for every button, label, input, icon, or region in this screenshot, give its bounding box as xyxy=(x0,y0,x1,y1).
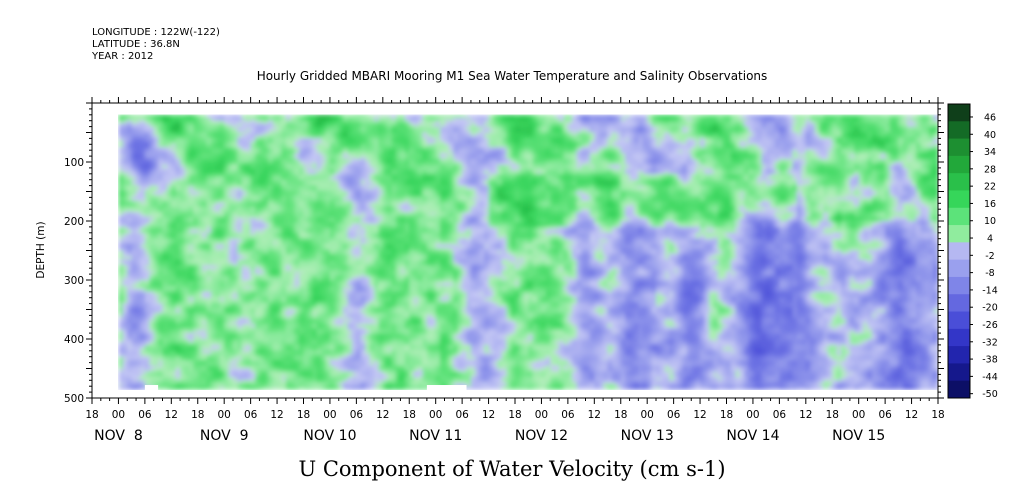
x-hour-label: 12 xyxy=(482,409,495,421)
colorbar-swatch xyxy=(948,121,970,140)
x-hour-label: 12 xyxy=(799,409,812,421)
x-hour-label: 06 xyxy=(561,409,575,421)
x-hour-label: 00 xyxy=(641,409,654,421)
y-tick-label: 200 xyxy=(64,216,84,228)
x-date-label: NOV 13 xyxy=(621,428,674,444)
colorbar-frame xyxy=(947,103,971,399)
colorbar-label: -14 xyxy=(982,285,998,296)
x-hour-label: 06 xyxy=(455,409,469,421)
x-hour-label: 12 xyxy=(905,409,918,421)
x-hour-label: 12 xyxy=(165,409,178,421)
x-hour-label: 06 xyxy=(667,409,681,421)
x-date-labels: NOV 8 NOV 9 NOV 10 NOV 11 NOV 12 NOV 13 NOV 14… xyxy=(94,428,885,444)
colorbar-swatch xyxy=(948,242,970,261)
colorbar-label: 46 xyxy=(984,112,996,123)
x-axis-label: U Component of Water Velocity (cm s-1) xyxy=(298,457,725,481)
colorbar-swatch xyxy=(948,346,970,364)
x-hour-label: 06 xyxy=(878,409,892,421)
y-tick-label: 400 xyxy=(64,334,84,346)
colorbar-label: 16 xyxy=(984,199,996,210)
x-hour-label: 12 xyxy=(588,409,601,421)
colorbar-swatch xyxy=(948,104,970,122)
chart-title: Hourly Gridded MBARI Mooring M1 Sea Wate… xyxy=(257,69,768,83)
colorbar-swatch xyxy=(948,276,970,295)
x-hour-label: 18 xyxy=(614,409,627,421)
colorbar-swatch xyxy=(948,259,970,278)
x-hour-label: 12 xyxy=(376,409,389,421)
colorbar-swatch xyxy=(948,138,970,157)
y-tick-labels: 100 200 300 400 500 xyxy=(64,157,84,405)
x-hour-label: 06 xyxy=(773,409,787,421)
x-date-label: NOV 9 xyxy=(200,428,249,444)
x-hour-label: 00 xyxy=(323,409,336,421)
colorbar-swatch xyxy=(948,294,970,313)
x-hour-label: 06 xyxy=(244,409,258,421)
bottom-axis-ticks xyxy=(91,398,939,404)
colorbar-swatch xyxy=(948,173,970,191)
x-date-label: NOV 10 xyxy=(303,428,356,444)
x-hour-label: 18 xyxy=(297,409,310,421)
colorbar-label: -44 xyxy=(982,372,998,383)
x-hour-label: 00 xyxy=(429,409,442,421)
x-date-label: NOV 8 xyxy=(94,428,143,444)
colorbar-swatch xyxy=(948,155,970,174)
x-hour-label: 00 xyxy=(218,409,231,421)
x-hour-label: 00 xyxy=(535,409,548,421)
year-text: YEAR : 2012 xyxy=(91,51,153,62)
left-axis-ticks xyxy=(86,102,92,399)
x-date-label: NOV 12 xyxy=(515,428,568,444)
x-hour-label: 18 xyxy=(826,409,839,421)
right-axis-ticks xyxy=(938,102,944,399)
x-hour-label: 00 xyxy=(852,409,865,421)
colorbar-swatch xyxy=(948,225,970,243)
missing-data-gap xyxy=(144,385,159,393)
x-hour-label: 12 xyxy=(270,409,283,421)
y-axis-label: DEPTH (m) xyxy=(35,221,47,278)
colorbar-label: 4 xyxy=(987,234,993,245)
x-hour-label: 06 xyxy=(138,409,152,421)
colorbar-label: 10 xyxy=(984,216,996,227)
x-hour-label: 00 xyxy=(746,409,759,421)
colorbar-swatch xyxy=(948,190,970,209)
x-hour-label: 06 xyxy=(350,409,364,421)
colorbar-swatch xyxy=(948,363,970,382)
colorbar-label: 22 xyxy=(984,182,996,193)
top-axis-ticks xyxy=(91,97,939,103)
colorbar-swatch xyxy=(948,380,970,399)
colorbar-label: -32 xyxy=(982,337,998,348)
colorbar-swatch xyxy=(948,207,970,226)
colorbar-label: -26 xyxy=(982,320,998,331)
colorbar-swatch xyxy=(948,328,970,347)
colorbar-label: -50 xyxy=(982,389,998,400)
x-hour-label: 18 xyxy=(720,409,733,421)
colorbar-label: 28 xyxy=(984,164,996,175)
x-date-label: NOV 14 xyxy=(726,428,779,444)
colorbar-swatch xyxy=(948,311,970,330)
x-date-label: NOV 11 xyxy=(409,428,462,444)
x-hour-label: 18 xyxy=(191,409,204,421)
longitude-text: LONGITUDE : 122W(-122) xyxy=(92,27,220,38)
y-tick-label: 100 xyxy=(64,157,84,169)
colorbar-label: 40 xyxy=(984,130,996,141)
colorbar: 46 40 34 28 22 16 10 4 -2 -8 -14 -20 -26 -32 -38 -44 -50 xyxy=(947,103,998,400)
x-date-label: NOV 15 xyxy=(832,428,885,444)
colorbar-label: -20 xyxy=(982,303,998,314)
colorbar-label: -2 xyxy=(985,251,994,262)
x-hour-label: 18 xyxy=(403,409,416,421)
heatmap-field xyxy=(118,114,938,393)
y-tick-label: 500 xyxy=(64,393,84,405)
y-tick-label: 300 xyxy=(64,275,84,287)
x-hour-label: 00 xyxy=(112,409,125,421)
latitude-text: LATITUDE : 36.8N xyxy=(92,39,180,50)
colorbar-label: 34 xyxy=(984,147,996,158)
x-hour-label: 18 xyxy=(85,409,98,421)
x-hour-label: 18 xyxy=(508,409,521,421)
x-hour-labels: 18 00 06 12 18 00 06 12 18 00 06 12 18 00 06 12 18 00 06 12… xyxy=(85,409,944,421)
missing-data-gap xyxy=(426,385,467,393)
x-hour-label: 12 xyxy=(693,409,706,421)
colorbar-label: -8 xyxy=(985,268,994,279)
colorbar-label: -38 xyxy=(982,355,998,366)
x-hour-label: 18 xyxy=(931,409,944,421)
